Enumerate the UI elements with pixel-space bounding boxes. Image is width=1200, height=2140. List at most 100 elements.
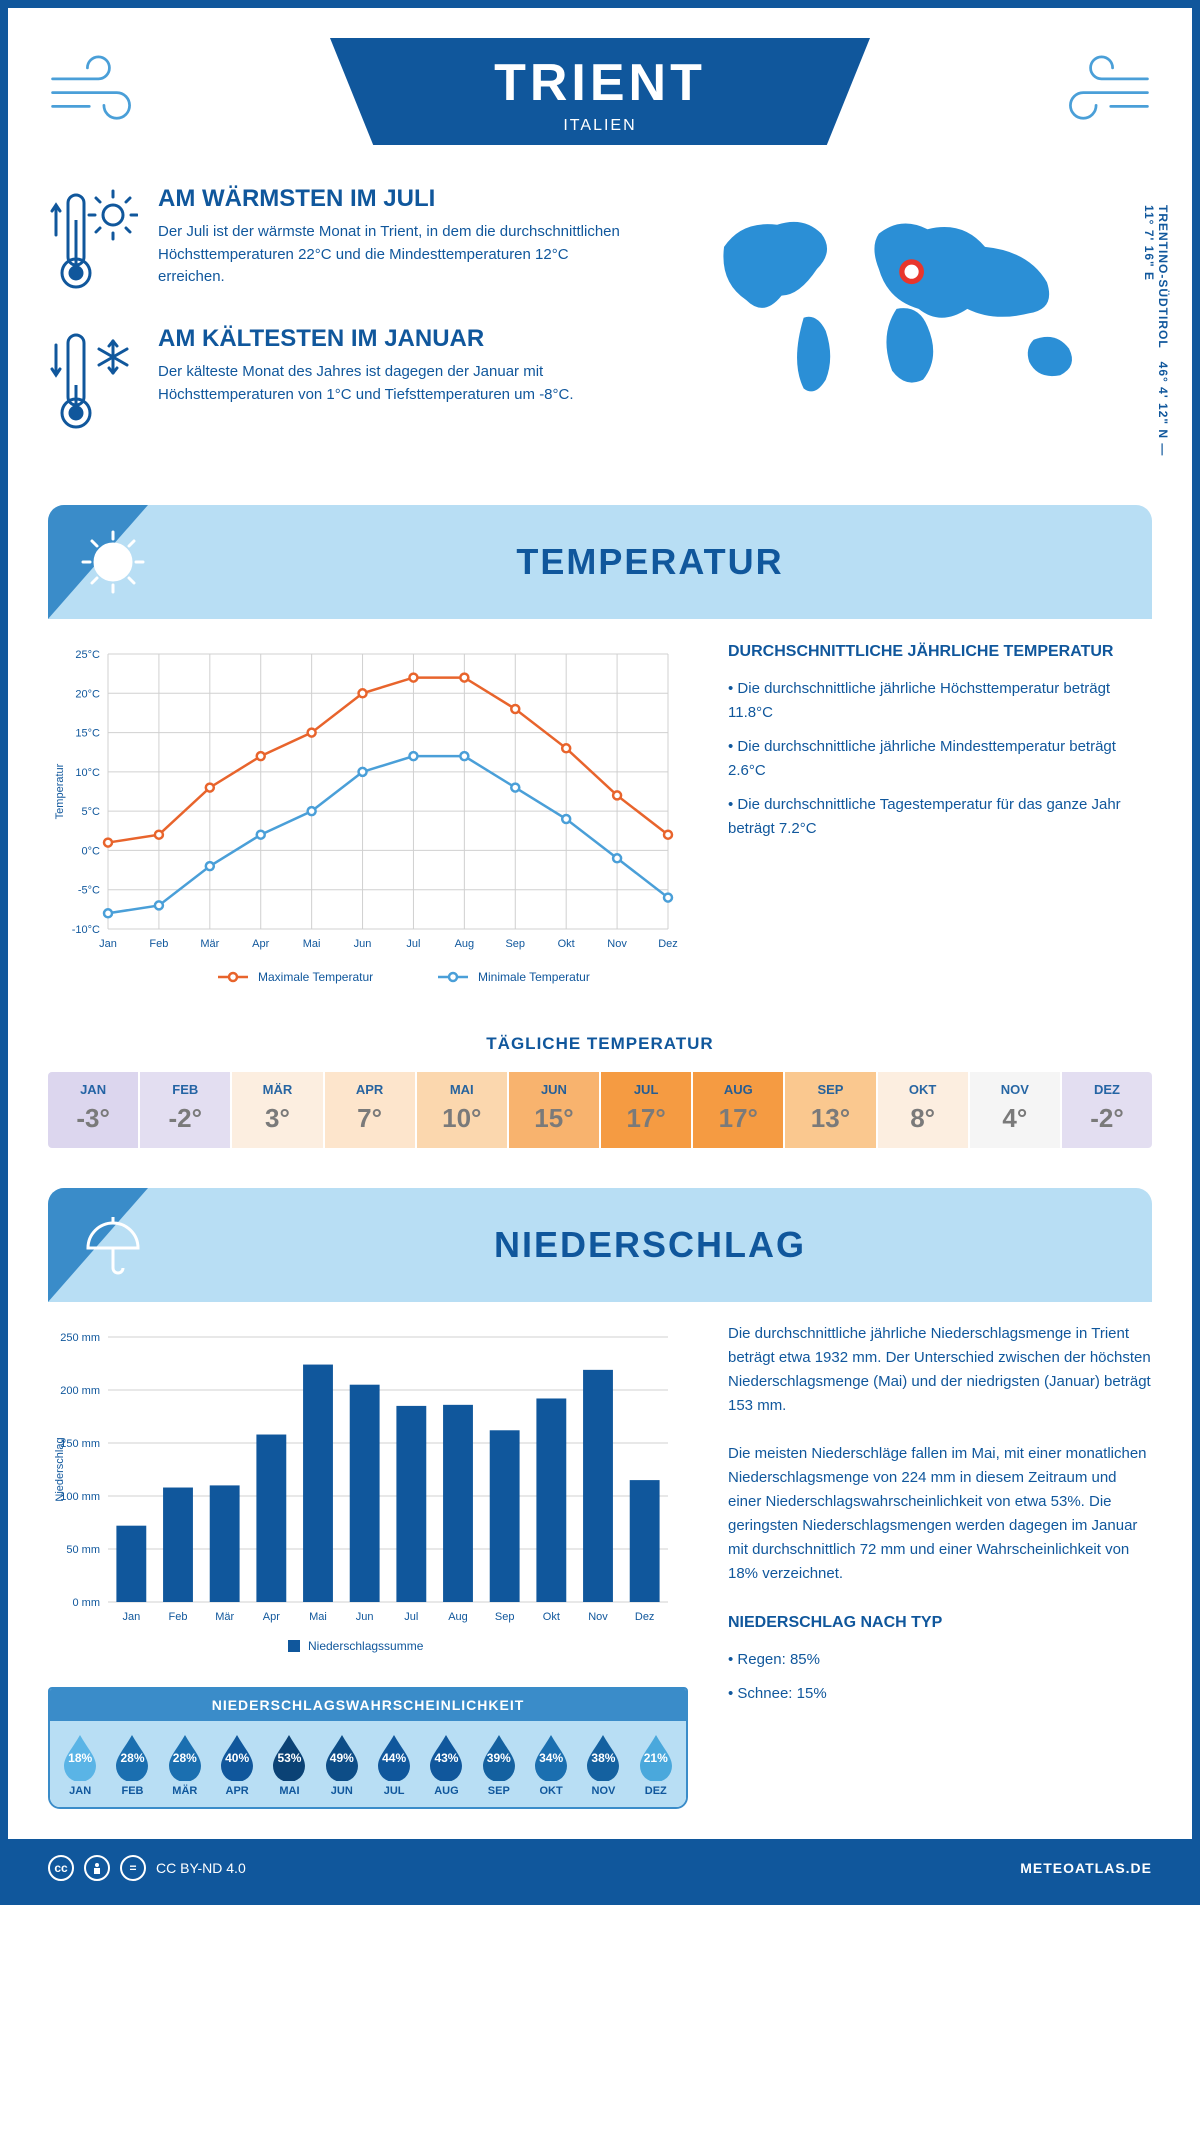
svg-text:25°C: 25°C xyxy=(75,649,100,661)
wind-icon xyxy=(1042,48,1152,128)
temp-cell: AUG17° xyxy=(691,1072,783,1148)
daily-temp-table: JAN-3°FEB-2°MÄR3°APR7°MAI10°JUN15°JUL17°… xyxy=(48,1072,1152,1148)
svg-text:Dez: Dez xyxy=(635,1611,655,1623)
prob-cell: 49%JUN xyxy=(316,1733,368,1797)
svg-text:Aug: Aug xyxy=(448,1611,468,1623)
svg-text:100 mm: 100 mm xyxy=(60,1491,100,1503)
avg-bullet: • Die durchschnittliche Tagestemperatur … xyxy=(728,793,1152,841)
prob-cell: 38%NOV xyxy=(577,1733,629,1797)
coldest-title: AM KÄLTESTEN IM JANUAR xyxy=(158,325,628,353)
svg-text:Jun: Jun xyxy=(354,938,372,950)
precip-type: • Regen: 85% xyxy=(728,1648,1152,1672)
title-banner: TRIENT ITALIEN xyxy=(330,38,870,145)
warmest-text: Der Juli ist der wärmste Monat in Trient… xyxy=(158,221,628,289)
avg-bullet: • Die durchschnittliche jährliche Mindes… xyxy=(728,735,1152,783)
svg-text:Temperatur: Temperatur xyxy=(54,763,66,819)
cc-icon: cc xyxy=(48,1855,74,1881)
svg-text:Niederschlag: Niederschlag xyxy=(54,1437,66,1501)
svg-text:-10°C: -10°C xyxy=(72,924,100,936)
temp-cell: DEZ-2° xyxy=(1060,1072,1152,1148)
svg-text:5°C: 5°C xyxy=(82,806,101,818)
svg-text:250 mm: 250 mm xyxy=(60,1332,100,1344)
temp-cell: NOV4° xyxy=(968,1072,1060,1148)
country-subtitle: ITALIEN xyxy=(430,117,770,135)
svg-text:Nov: Nov xyxy=(607,938,627,950)
precipitation-bar-chart: 0 mm50 mm100 mm150 mm200 mm250 mmJanFebM… xyxy=(48,1322,688,1662)
svg-text:Jan: Jan xyxy=(99,938,117,950)
svg-text:Okt: Okt xyxy=(558,938,575,950)
svg-text:15°C: 15°C xyxy=(75,728,100,740)
temp-section-header: TEMPERATUR xyxy=(48,505,1152,619)
svg-text:Minimale Temperatur: Minimale Temperatur xyxy=(478,970,590,984)
temp-title: TEMPERATUR xyxy=(178,541,1122,583)
precip-text: Die durchschnittliche jährliche Niedersc… xyxy=(728,1322,1152,1418)
svg-text:Jun: Jun xyxy=(356,1611,374,1623)
license: cc = CC BY-ND 4.0 xyxy=(48,1855,246,1881)
prob-cell: 21%DEZ xyxy=(630,1733,682,1797)
prob-heading: NIEDERSCHLAGSWAHRSCHEINLICHKEIT xyxy=(50,1689,686,1721)
prob-cell: 39%SEP xyxy=(473,1733,525,1797)
svg-text:Maximale Temperatur: Maximale Temperatur xyxy=(258,970,373,984)
world-map xyxy=(668,185,1152,415)
precip-type: • Schnee: 15% xyxy=(728,1682,1152,1706)
site-name: METEOATLAS.DE xyxy=(1020,1860,1152,1876)
precip-text: Die meisten Niederschläge fallen im Mai,… xyxy=(728,1442,1152,1586)
wind-icon xyxy=(48,48,158,128)
temp-cell: MÄR3° xyxy=(230,1072,322,1148)
temp-cell: SEP13° xyxy=(783,1072,875,1148)
temp-cell: JAN-3° xyxy=(48,1072,138,1148)
thermometer-sun-icon xyxy=(48,185,138,295)
nd-icon: = xyxy=(120,1855,146,1881)
svg-text:Feb: Feb xyxy=(149,938,168,950)
svg-text:Mai: Mai xyxy=(309,1611,327,1623)
precip-probability-box: NIEDERSCHLAGSWAHRSCHEINLICHKEIT 18%JAN28… xyxy=(48,1687,688,1809)
infographic-frame: TRIENT ITALIEN AM WÄRMSTEN IM JULI Der J… xyxy=(0,0,1200,1905)
prob-cell: 43%AUG xyxy=(420,1733,472,1797)
avg-bullet: • Die durchschnittliche jährliche Höchst… xyxy=(728,677,1152,725)
warmest-title: AM WÄRMSTEN IM JULI xyxy=(158,185,628,213)
by-icon xyxy=(84,1855,110,1881)
intro-section: AM WÄRMSTEN IM JULI Der Juli ist der wär… xyxy=(48,185,1152,465)
svg-text:10°C: 10°C xyxy=(75,767,100,779)
prob-cell: 44%JUL xyxy=(368,1733,420,1797)
svg-text:150 mm: 150 mm xyxy=(60,1438,100,1450)
precip-section-header: NIEDERSCHLAG xyxy=(48,1188,1152,1302)
svg-text:200 mm: 200 mm xyxy=(60,1385,100,1397)
svg-text:Aug: Aug xyxy=(455,938,475,950)
header: TRIENT ITALIEN xyxy=(48,38,1152,145)
prob-cell: 53%MAI xyxy=(263,1733,315,1797)
svg-text:Jul: Jul xyxy=(406,938,420,950)
precip-section-body: 0 mm50 mm100 mm150 mm200 mm250 mmJanFebM… xyxy=(48,1322,1152,1809)
temp-cell: JUL17° xyxy=(599,1072,691,1148)
svg-text:Mär: Mär xyxy=(200,938,219,950)
precip-type-heading: NIEDERSCHLAG NACH TYP xyxy=(728,1610,1152,1636)
thermometer-snow-icon xyxy=(48,325,138,435)
city-title: TRIENT xyxy=(430,53,770,113)
prob-cell: 28%MÄR xyxy=(159,1733,211,1797)
temp-cell: APR7° xyxy=(323,1072,415,1148)
svg-text:Sep: Sep xyxy=(505,938,525,950)
temp-cell: FEB-2° xyxy=(138,1072,230,1148)
svg-text:Dez: Dez xyxy=(658,938,678,950)
footer: cc = CC BY-ND 4.0 METEOATLAS.DE xyxy=(8,1839,1192,1897)
sun-icon xyxy=(78,527,148,597)
svg-text:Nov: Nov xyxy=(588,1611,608,1623)
svg-text:0°C: 0°C xyxy=(82,845,101,857)
svg-text:Feb: Feb xyxy=(169,1611,188,1623)
coldest-text: Der kälteste Monat des Jahres ist dagege… xyxy=(158,361,628,406)
svg-text:20°C: 20°C xyxy=(75,688,100,700)
prob-cell: 18%JAN xyxy=(54,1733,106,1797)
svg-text:Mär: Mär xyxy=(215,1611,234,1623)
prob-cell: 40%APR xyxy=(211,1733,263,1797)
svg-text:0 mm: 0 mm xyxy=(73,1597,101,1609)
precip-title: NIEDERSCHLAG xyxy=(178,1224,1122,1266)
svg-text:Okt: Okt xyxy=(543,1611,560,1623)
svg-text:50 mm: 50 mm xyxy=(66,1544,100,1556)
warmest-fact: AM WÄRMSTEN IM JULI Der Juli ist der wär… xyxy=(48,185,628,295)
svg-text:Sep: Sep xyxy=(495,1611,515,1623)
daily-temp-heading: TÄGLICHE TEMPERATUR xyxy=(48,1034,1152,1054)
temp-cell: MAI10° xyxy=(415,1072,507,1148)
temp-cell: JUN15° xyxy=(507,1072,599,1148)
avg-temp-heading: DURCHSCHNITTLICHE JÄHRLICHE TEMPERATUR xyxy=(728,639,1152,665)
prob-cell: 28%FEB xyxy=(106,1733,158,1797)
